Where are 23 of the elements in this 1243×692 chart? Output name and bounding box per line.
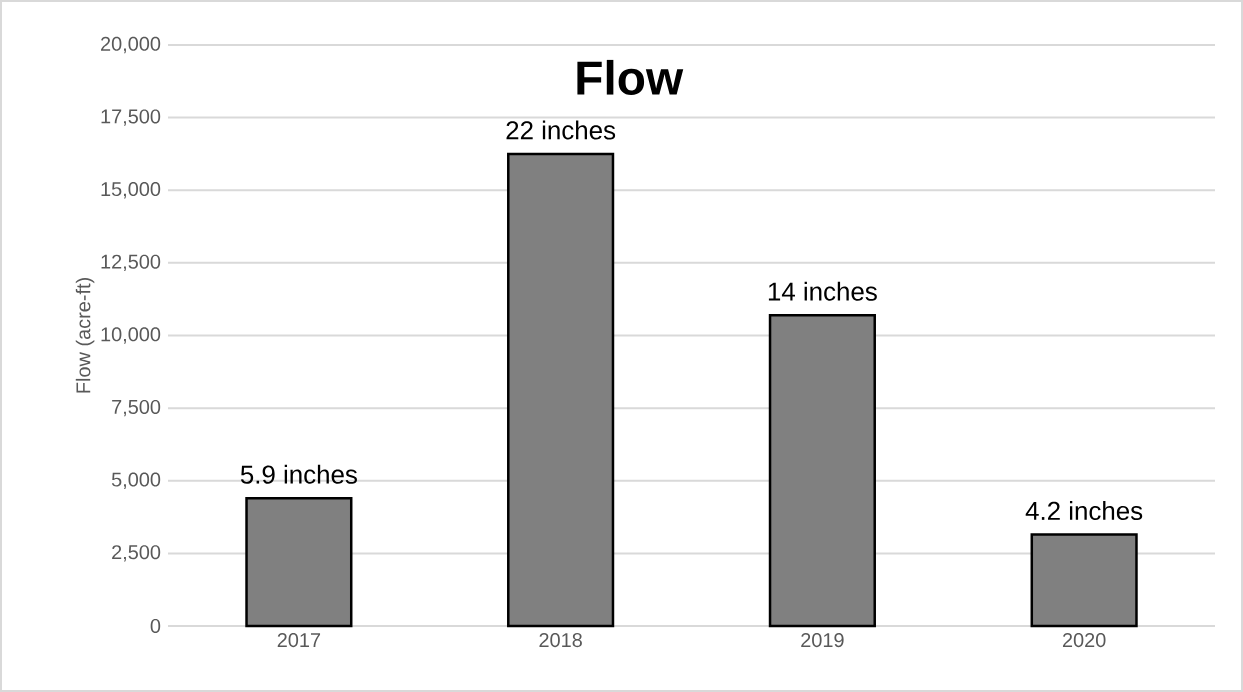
- annotation: 14 inches: [768, 281, 877, 301]
- bar: [507, 152, 615, 628]
- y-axis-title: Flow (acre-ft): [75, 278, 95, 393]
- x-tick-label: 2017: [277, 633, 321, 648]
- y-tick-label: 12,500: [101, 254, 161, 272]
- bar: [1030, 533, 1138, 628]
- annotation: 4.2 inches: [1025, 501, 1143, 521]
- bar: [245, 496, 353, 628]
- x-tick-label: 2019: [801, 633, 844, 648]
- annotation: 22 inches: [506, 120, 616, 140]
- annotation: 5.9 inches: [240, 464, 357, 484]
- chart-title: Flow: [577, 59, 684, 96]
- x-tick-label: 2020: [1062, 633, 1106, 648]
- bar: [768, 313, 876, 628]
- y-tick-label: 0: [150, 618, 161, 634]
- y-tick-label: 2,500: [112, 545, 161, 562]
- y-tick-label: 7,500: [112, 399, 161, 417]
- y-tick-label: 15,000: [101, 182, 161, 199]
- y-tick-label: 17,500: [101, 109, 161, 126]
- y-tick-label: 20,000: [101, 36, 161, 54]
- y-tick-label: 5,000: [111, 472, 161, 489]
- x-tick-label: 2018: [539, 633, 582, 648]
- y-tick-label: 10,000: [101, 327, 161, 344]
